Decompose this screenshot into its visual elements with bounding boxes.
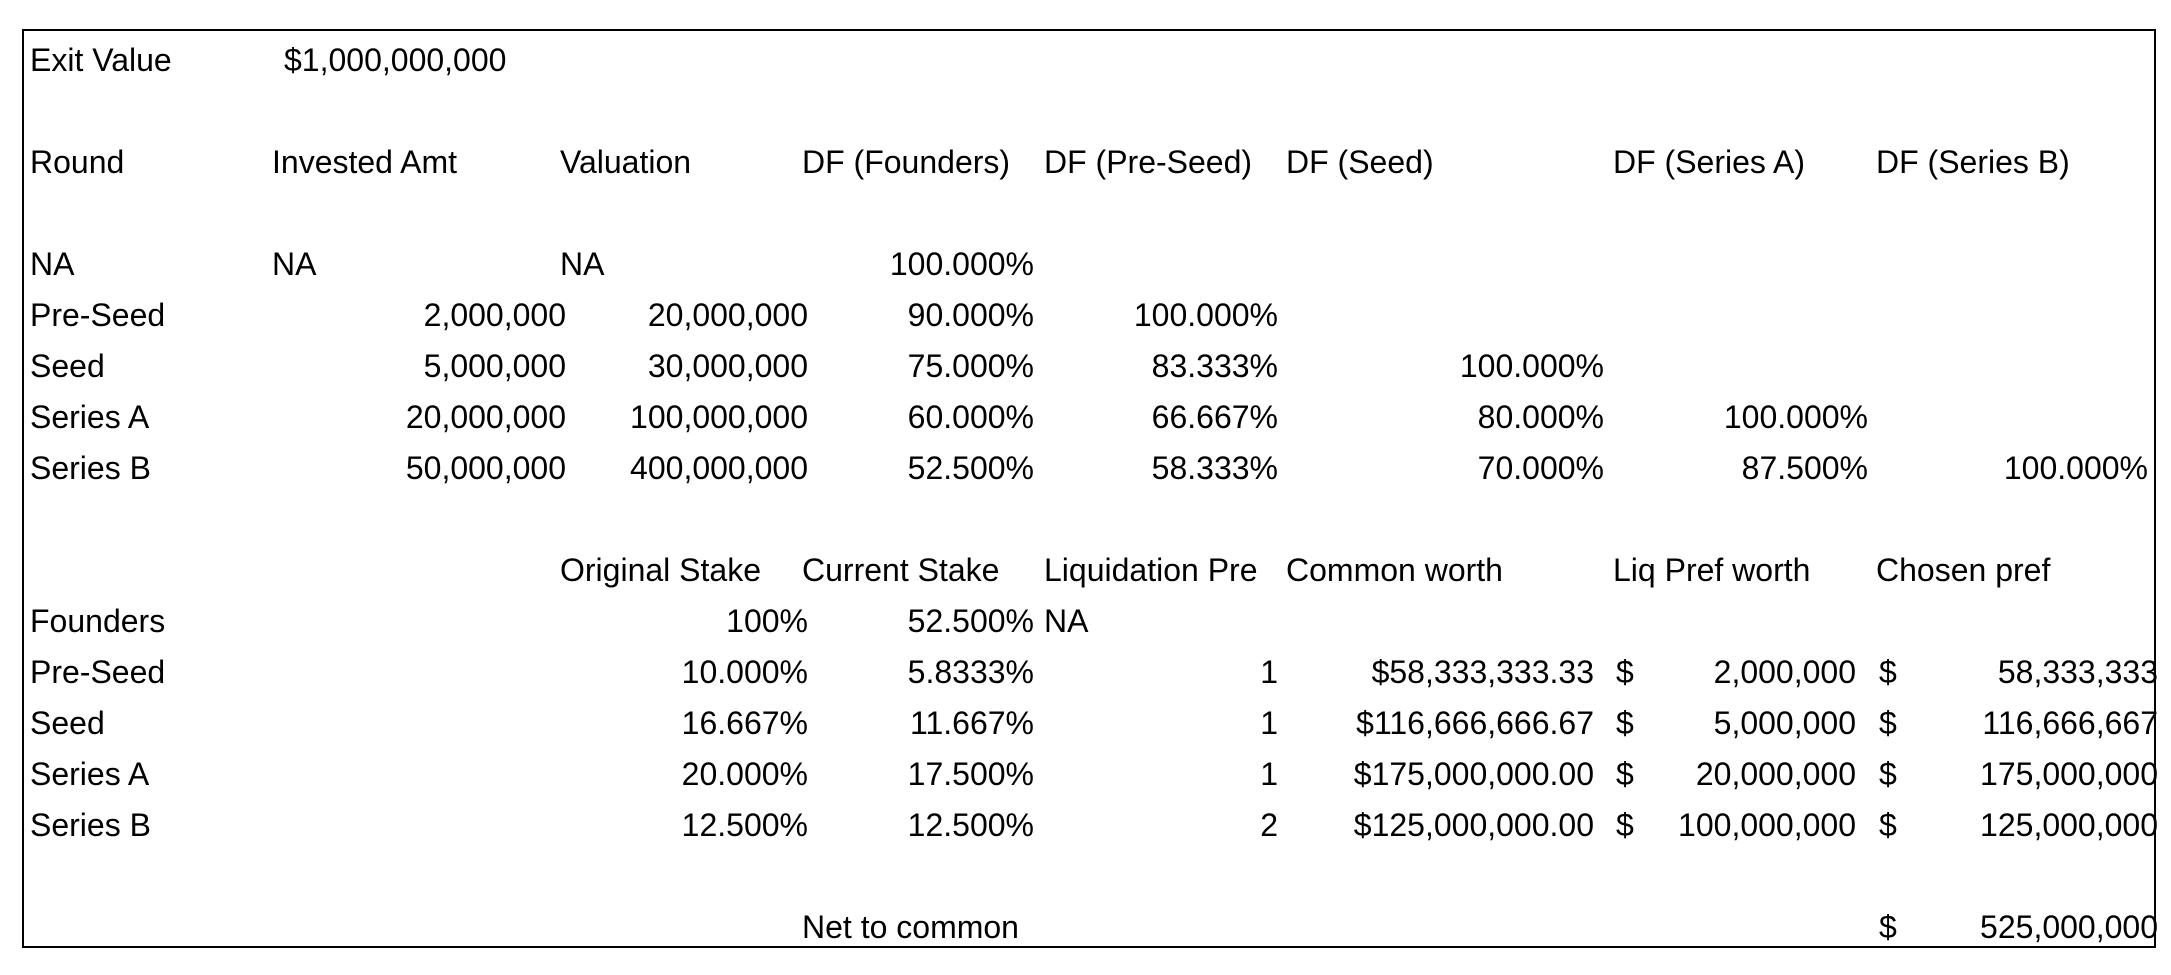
row-na-df-founders[interactable]: 100.000% <box>889 246 1034 282</box>
row-seed-invested[interactable]: 5,000,000 <box>423 348 566 384</box>
stake-series-a-liq-pref[interactable]: 1 <box>1260 756 1278 792</box>
stake-preseed-current[interactable]: 5.8333% <box>907 654 1034 690</box>
row-preseed-round[interactable]: Pre-Seed <box>30 297 166 333</box>
header-round[interactable]: Round <box>30 144 125 180</box>
row-series-b-valuation[interactable]: 400,000,000 <box>630 450 808 486</box>
stake-preseed-common-worth[interactable]: $58,333,333.33 <box>1371 654 1594 690</box>
header-liq-pref-worth[interactable]: Liq Pref worth <box>1613 552 1811 588</box>
row-series-a-df-seed[interactable]: 80.000% <box>1477 399 1604 435</box>
net-to-common-label[interactable]: Net to common <box>802 909 1019 945</box>
header-liquidation-pref[interactable]: Liquidation Pre <box>1044 552 1258 588</box>
row-series-a-df-founders[interactable]: 60.000% <box>907 399 1034 435</box>
stake-series-b-liq-pref[interactable]: 2 <box>1260 807 1278 843</box>
stake-founders-original[interactable]: 100% <box>726 603 808 639</box>
stake-series-a-original[interactable]: 20.000% <box>681 756 808 792</box>
stake-seed-original[interactable]: 16.667% <box>681 705 808 741</box>
exit-value-label[interactable]: Exit Value <box>30 42 172 78</box>
row-seed-round[interactable]: Seed <box>30 348 105 384</box>
row-seed-df-seed[interactable]: 100.000% <box>1459 348 1604 384</box>
spreadsheet-range: Exit Value $1,000,000,000 Round Invested… <box>22 29 2158 948</box>
row-series-b-df-series-b[interactable]: 100.000% <box>2003 450 2148 486</box>
stake-seed-liq-pref-worth[interactable]: 5,000,000 <box>1713 705 1856 741</box>
stake-seed-name[interactable]: Seed <box>30 705 105 741</box>
net-to-common-currency: $ <box>1879 909 1897 945</box>
stake-series-a-liq-pref-worth[interactable]: 20,000,000 <box>1695 756 1856 792</box>
row-series-a-df-series-a[interactable]: 100.000% <box>1723 399 1868 435</box>
header-df-preseed[interactable]: DF (Pre-Seed) <box>1044 144 1253 180</box>
stake-seed-common-worth[interactable]: $116,666,666.67 <box>1356 705 1594 741</box>
row-series-b-df-preseed[interactable]: 58.333% <box>1151 450 1278 486</box>
stake-series-b-liq-pref-worth[interactable]: 100,000,000 <box>1678 807 1856 843</box>
row-series-b-round[interactable]: Series B <box>30 450 151 486</box>
stake-series-a-chosen-pref[interactable]: 175,000,000 <box>1980 756 2158 792</box>
header-invested-amt[interactable]: Invested Amt <box>272 144 457 180</box>
row-preseed-df-founders[interactable]: 90.000% <box>907 297 1034 333</box>
stake-series-b-common-worth[interactable]: $125,000,000.00 <box>1353 807 1594 843</box>
stake-series-b-original[interactable]: 12.500% <box>681 807 808 843</box>
header-common-worth[interactable]: Common worth <box>1286 552 1503 588</box>
header-df-series-b[interactable]: DF (Series B) <box>1876 144 2070 180</box>
row-preseed-valuation[interactable]: 20,000,000 <box>647 297 808 333</box>
stake-series-b-chosen-currency: $ <box>1879 807 1897 843</box>
stake-series-b-current[interactable]: 12.500% <box>907 807 1034 843</box>
row-series-a-invested[interactable]: 20,000,000 <box>405 399 566 435</box>
row-series-a-valuation[interactable]: 100,000,000 <box>630 399 808 435</box>
row-seed-df-preseed[interactable]: 83.333% <box>1151 348 1278 384</box>
row-series-b-df-founders[interactable]: 52.500% <box>907 450 1034 486</box>
row-series-b-df-seed[interactable]: 70.000% <box>1477 450 1604 486</box>
exit-value[interactable]: $1,000,000,000 <box>284 42 507 78</box>
stake-preseed-liq-pref[interactable]: 1 <box>1260 654 1278 690</box>
header-current-stake[interactable]: Current Stake <box>802 552 1000 588</box>
stake-seed-chosen-pref[interactable]: 116,666,667 <box>1982 705 2158 741</box>
stake-preseed-chosen-currency: $ <box>1879 654 1897 690</box>
stake-preseed-chosen-pref[interactable]: 58,333,333 <box>1997 654 2158 690</box>
row-series-a-round[interactable]: Series A <box>30 399 150 435</box>
row-preseed-df-preseed[interactable]: 100.000% <box>1133 297 1278 333</box>
header-df-series-a[interactable]: DF (Series A) <box>1613 144 1806 180</box>
row-preseed-invested[interactable]: 2,000,000 <box>423 297 566 333</box>
stake-series-b-chosen-pref[interactable]: 125,000,000 <box>1980 807 2158 843</box>
stake-series-a-common-worth[interactable]: $175,000,000.00 <box>1353 756 1594 792</box>
row-seed-valuation[interactable]: 30,000,000 <box>647 348 808 384</box>
row-series-b-df-series-a[interactable]: 87.500% <box>1741 450 1868 486</box>
stake-preseed-name[interactable]: Pre-Seed <box>30 654 166 690</box>
row-na-valuation[interactable]: NA <box>560 246 605 282</box>
stake-founders-current[interactable]: 52.500% <box>907 603 1034 639</box>
stake-series-a-liq-worth-currency: $ <box>1616 756 1634 792</box>
stake-founders-liq-pref[interactable]: NA <box>1044 603 1089 639</box>
header-valuation[interactable]: Valuation <box>560 144 692 180</box>
stake-preseed-original[interactable]: 10.000% <box>681 654 808 690</box>
row-series-b-invested[interactable]: 50,000,000 <box>405 450 566 486</box>
stake-seed-chosen-currency: $ <box>1879 705 1897 741</box>
net-to-common-value[interactable]: 525,000,000 <box>1980 909 2158 945</box>
row-series-a-df-preseed[interactable]: 66.667% <box>1151 399 1278 435</box>
header-chosen-pref[interactable]: Chosen pref <box>1876 552 2051 588</box>
stake-founders-name[interactable]: Founders <box>30 603 166 639</box>
row-na-round[interactable]: NA <box>30 246 75 282</box>
header-df-seed[interactable]: DF (Seed) <box>1286 144 1434 180</box>
row-na-invested[interactable]: NA <box>272 246 317 282</box>
row-seed-df-founders[interactable]: 75.000% <box>907 348 1034 384</box>
stake-seed-current[interactable]: 11.667% <box>910 705 1034 741</box>
stake-series-b-name[interactable]: Series B <box>30 807 151 843</box>
header-df-founders[interactable]: DF (Founders) <box>802 144 1011 180</box>
header-original-stake[interactable]: Original Stake <box>560 552 761 588</box>
stake-preseed-liq-pref-worth[interactable]: 2,000,000 <box>1713 654 1856 690</box>
stake-series-a-chosen-currency: $ <box>1879 756 1897 792</box>
stake-series-a-name[interactable]: Series A <box>30 756 150 792</box>
stake-series-b-liq-worth-currency: $ <box>1616 807 1634 843</box>
stake-seed-liq-worth-currency: $ <box>1616 705 1634 741</box>
stake-series-a-current[interactable]: 17.500% <box>907 756 1034 792</box>
stake-seed-liq-pref[interactable]: 1 <box>1260 705 1278 741</box>
stake-preseed-liq-worth-currency: $ <box>1616 654 1634 690</box>
